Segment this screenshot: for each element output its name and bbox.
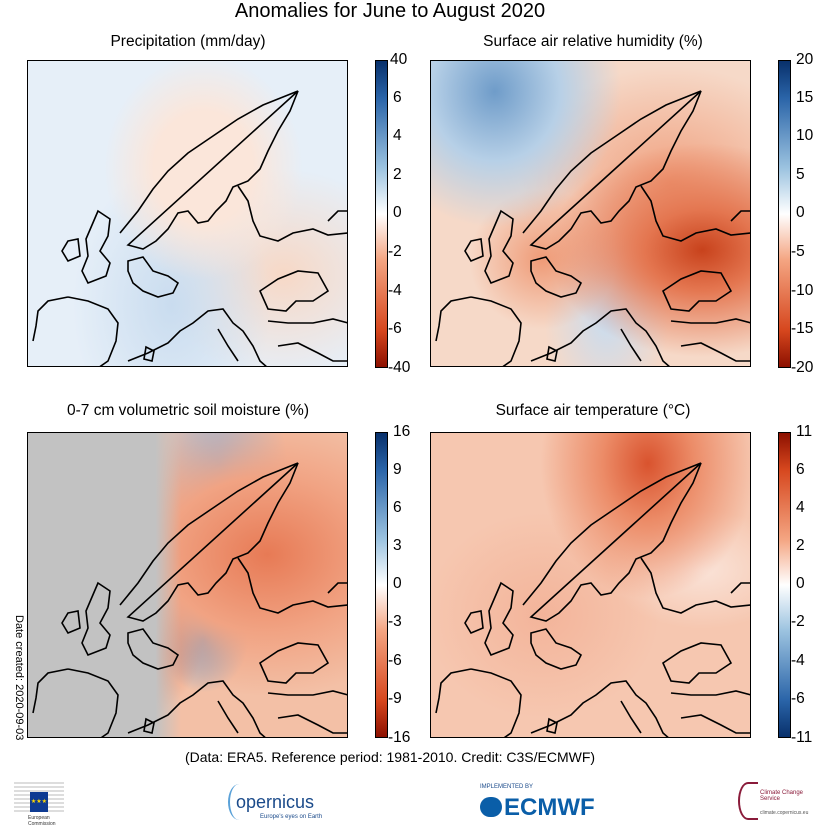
tick: 4	[796, 499, 805, 516]
panel-title-precipitation: Precipitation (mm/day)	[110, 33, 266, 50]
tick: -6	[388, 652, 402, 669]
map-precipitation	[27, 60, 348, 367]
tick: 3	[393, 537, 402, 554]
colorbar-soil-moisture	[375, 432, 388, 738]
tick: 2	[796, 537, 805, 554]
date-created: Date created: 2020-09-03	[13, 615, 25, 741]
figure-title: Anomalies for June to August 2020	[234, 0, 546, 22]
coastline	[32, 462, 347, 737]
c3s-url: climate.copernicus.eu	[760, 810, 809, 816]
tick: 40	[390, 51, 408, 68]
copernicus-logo: opernicus Europe's eyes on Earth	[228, 784, 328, 824]
tick: 20	[796, 51, 814, 68]
tick: 4	[393, 127, 402, 144]
colorbar-temperature	[778, 432, 791, 738]
tick: 15	[796, 89, 814, 106]
tick: -3	[388, 613, 402, 630]
tick: -15	[791, 320, 814, 337]
c3s-logo: Climate Change Service climate.copernicu…	[738, 782, 828, 822]
tick: 0	[796, 575, 805, 592]
coastline	[435, 90, 750, 366]
tick: -20	[791, 359, 814, 376]
tick: 5	[796, 166, 805, 183]
ecmwf-waves-icon	[480, 797, 502, 817]
tick: 0	[393, 575, 402, 592]
ecmwf-implemented-by: IMPLEMENTED BY	[480, 784, 534, 790]
c3s-thermometer-icon	[738, 782, 758, 820]
tick: -10	[791, 282, 814, 299]
colorbar-precipitation	[375, 60, 388, 368]
tick: 6	[393, 89, 402, 106]
eu-logo: ★★★ European Commission	[14, 782, 64, 834]
tick: 6	[796, 461, 805, 478]
tick: 11	[796, 423, 813, 440]
eu-logo-text: European Commission	[28, 815, 56, 827]
copernicus-wordmark: opernicus	[236, 792, 315, 812]
colorbar-humidity	[778, 60, 791, 368]
map-humidity	[430, 60, 751, 367]
map-soil-moisture	[27, 432, 348, 738]
coastline	[32, 90, 347, 366]
tick: 9	[393, 461, 402, 478]
tick: 6	[393, 499, 402, 516]
coastline	[435, 462, 750, 737]
c3s-name: Climate Change Service	[760, 790, 804, 802]
map-temperature	[430, 432, 751, 738]
tick: -4	[791, 652, 805, 669]
panel-title-humidity: Surface air relative humidity (%)	[483, 33, 703, 50]
panel-title-soil-moisture: 0-7 cm volumetric soil moisture (%)	[66, 402, 310, 419]
copernicus-tagline: Europe's eyes on Earth	[260, 814, 323, 820]
tick: -16	[388, 729, 411, 746]
tick: 0	[393, 204, 402, 221]
panel-title-temperature: Surface air temperature (°C)	[495, 402, 691, 419]
tick: -6	[791, 690, 805, 707]
tick: 16	[393, 423, 411, 440]
tick: -2	[791, 613, 805, 630]
eu-flag-icon: ★★★	[30, 792, 48, 812]
tick: -6	[388, 320, 402, 337]
ecmwf-logo: IMPLEMENTED BY ECMWF	[480, 784, 600, 824]
credits: (Data: ERA5. Reference period: 1981-2010…	[184, 749, 596, 765]
ecmwf-wordmark: ECMWF	[504, 794, 595, 821]
tick: -9	[388, 690, 402, 707]
tick: -11	[791, 729, 813, 746]
tick: -2	[388, 243, 402, 260]
tick: -4	[388, 282, 402, 299]
tick: 10	[796, 127, 814, 144]
tick: 2	[393, 166, 402, 183]
tick: -5	[791, 243, 805, 260]
tick: -40	[388, 359, 411, 376]
tick: 0	[796, 204, 805, 221]
